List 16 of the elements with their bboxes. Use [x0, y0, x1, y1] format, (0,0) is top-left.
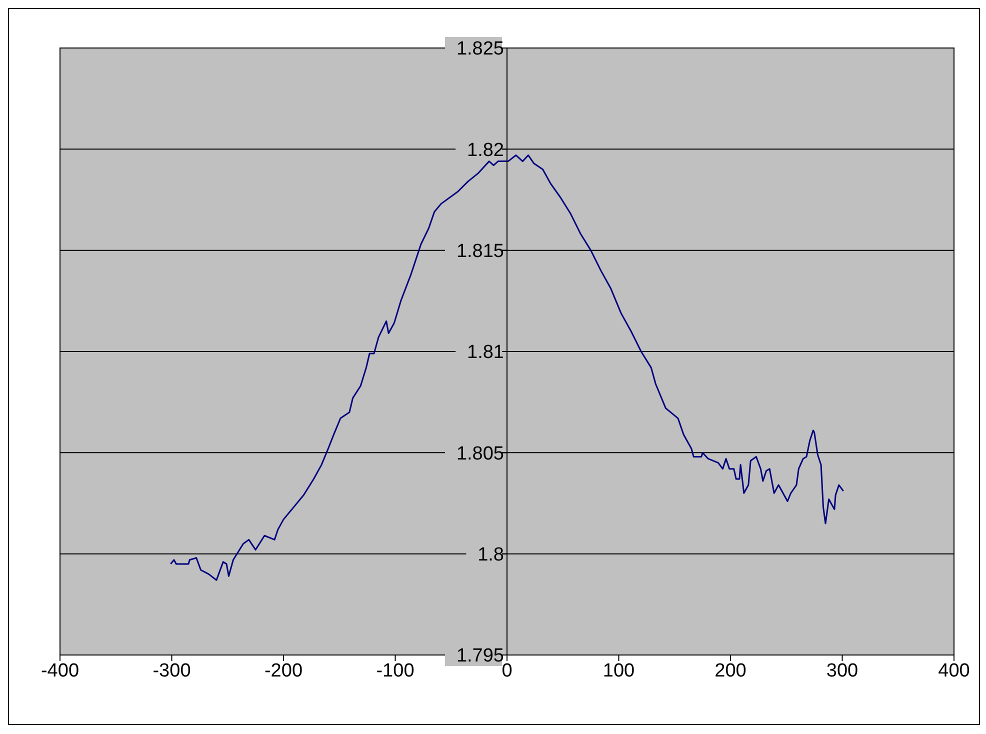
y-tick-label: 1.82 — [467, 140, 504, 161]
x-tick-label: -400 — [40, 660, 80, 682]
x-tick-label: -200 — [264, 660, 303, 682]
x-tick-label: 0 — [502, 660, 512, 682]
y-tick-label: 1.795 — [456, 646, 504, 667]
x-tick-label: -300 — [152, 660, 191, 682]
x-tick-label: 400 — [938, 660, 970, 682]
x-tick-label: -100 — [376, 660, 414, 682]
x-tick-label: 200 — [714, 660, 746, 682]
y-tick-label: 1.825 — [456, 38, 504, 60]
y-tick-label: 1.805 — [456, 443, 504, 464]
x-tick-label: 100 — [602, 660, 635, 682]
y-tick-label: 1.81 — [467, 342, 504, 364]
y-tick-label: 1.8 — [478, 544, 504, 566]
y-tick-label: 1.815 — [456, 240, 504, 262]
x-tick-label: 300 — [826, 660, 858, 682]
